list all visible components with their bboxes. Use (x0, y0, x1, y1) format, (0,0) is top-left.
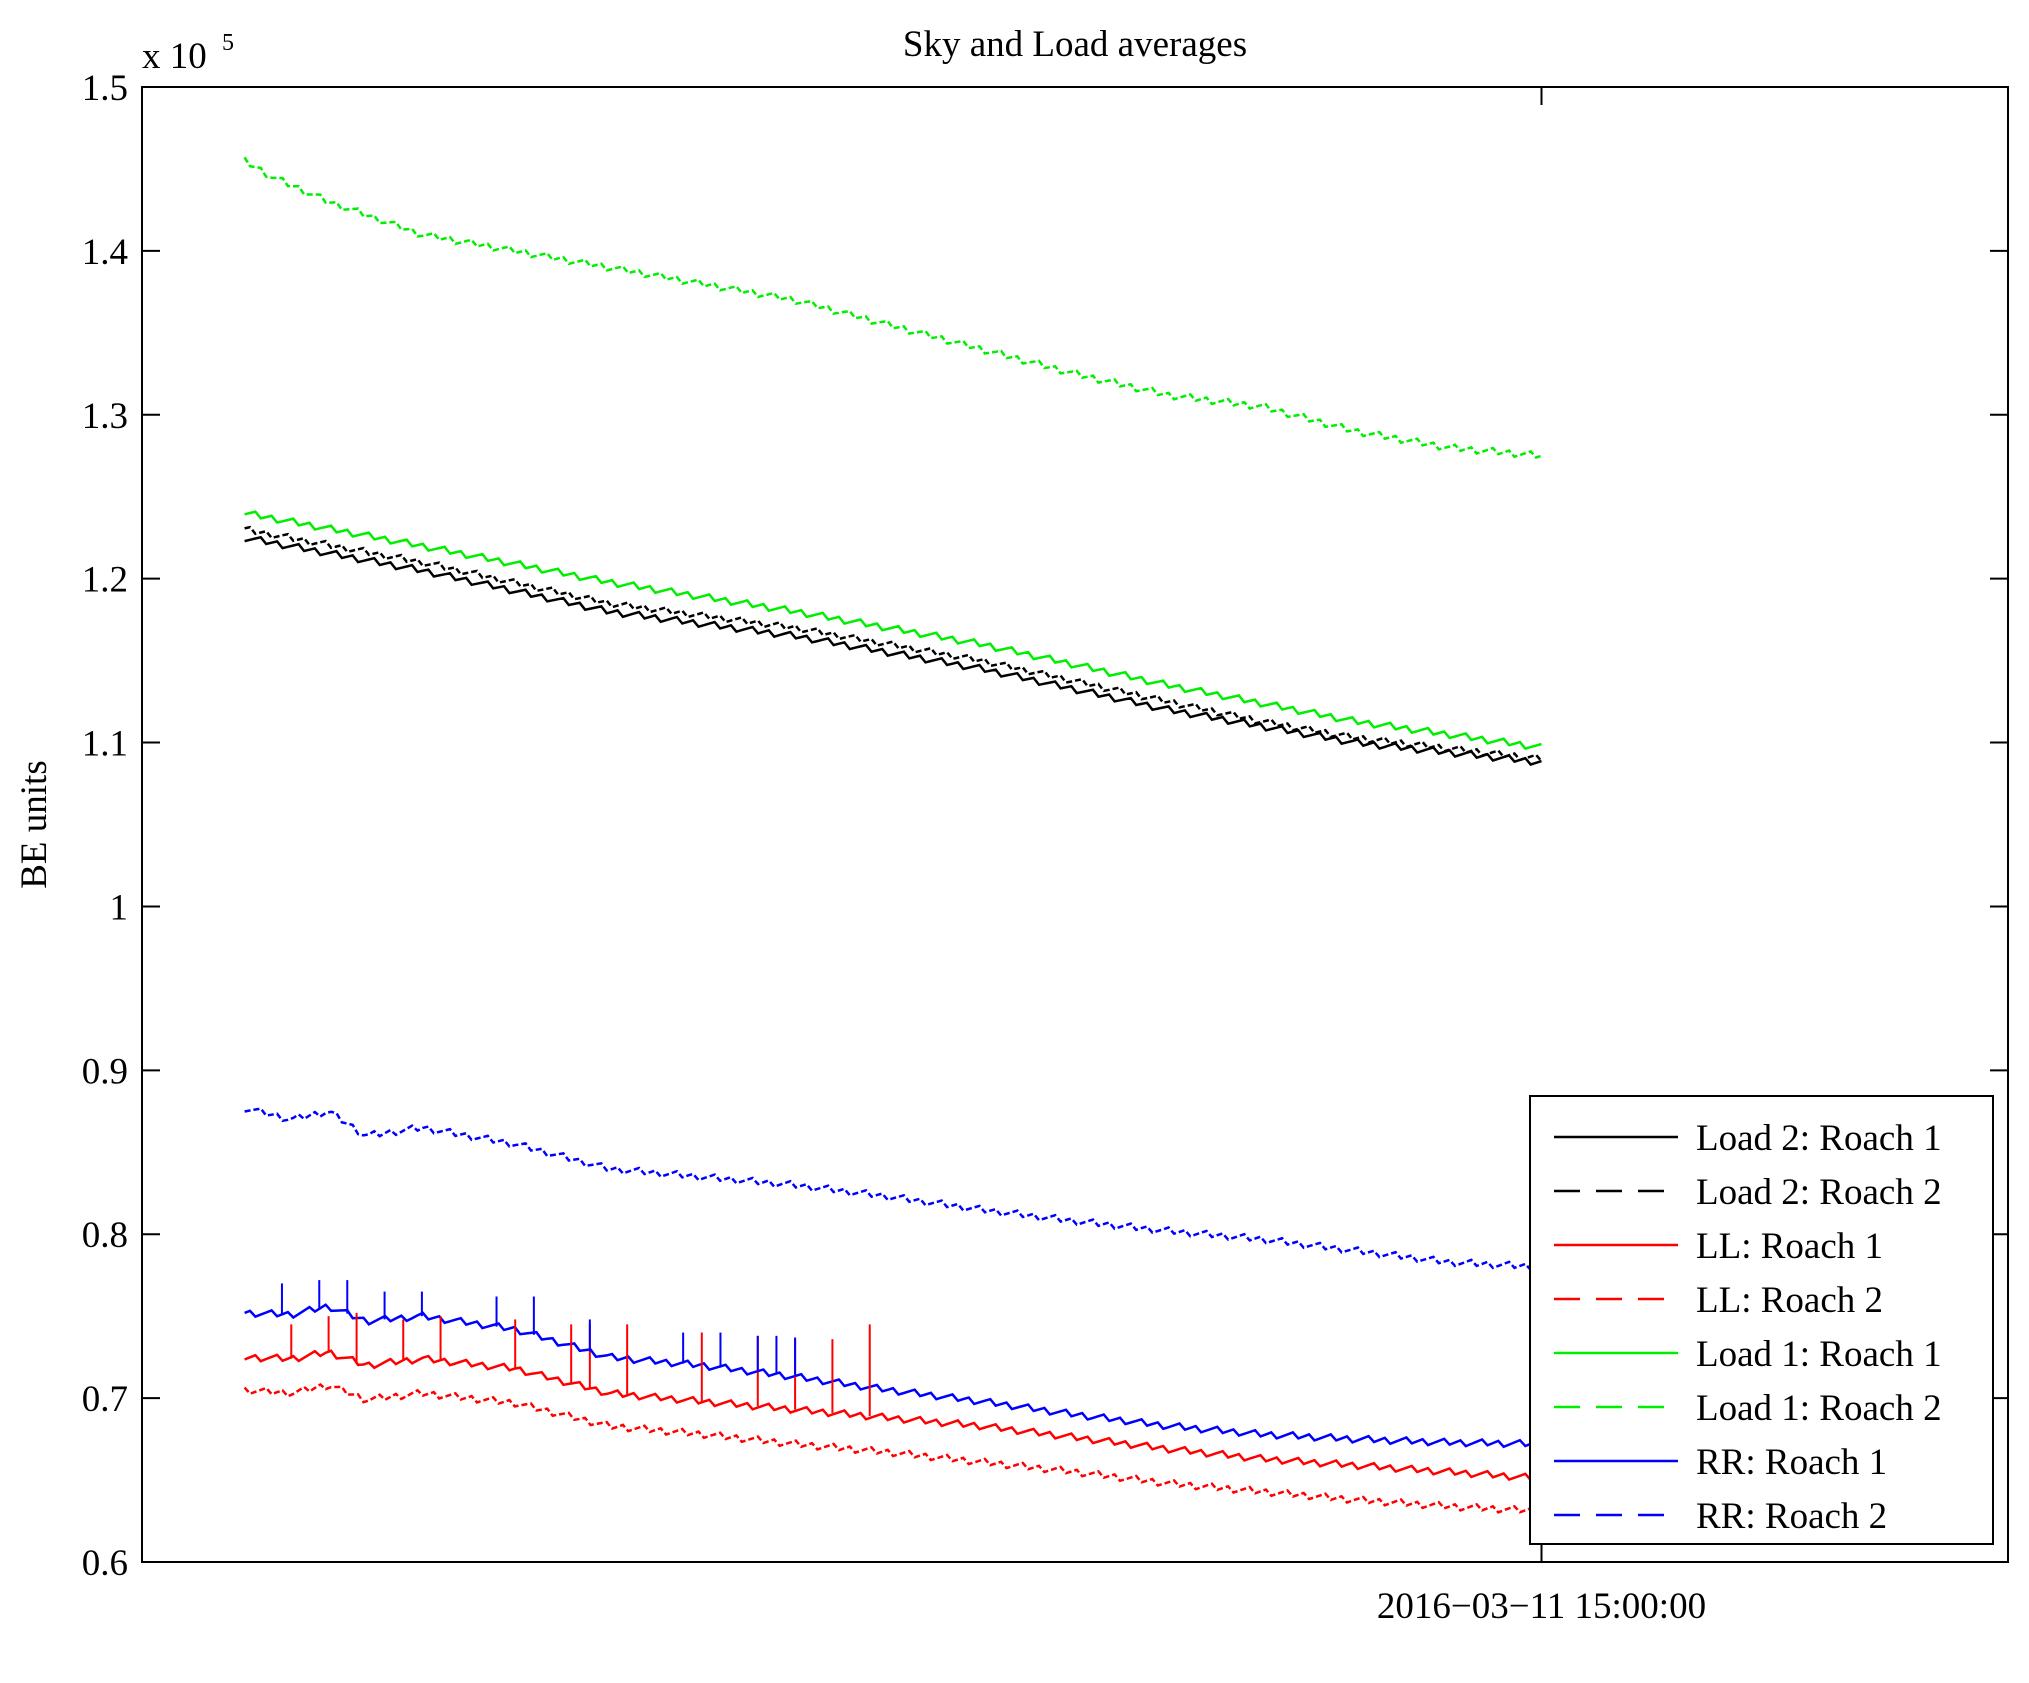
y-axis-ticks: 0.6 0.7 0.8 0.9 1 1.1 1.2 1.3 1.4 1.5 (82, 68, 2008, 1584)
legend-label: Load 2: Roach 1 (1696, 1118, 1942, 1159)
series-layer (243, 156, 1543, 1516)
y-axis-multiplier-exponent: 5 (222, 30, 234, 56)
legend-label: Load 2: Roach 2 (1696, 1172, 1942, 1213)
y-axis-label: BE units (14, 760, 55, 889)
series-line-rr-roach-2 (244, 1107, 1542, 1272)
y-axis-multiplier: x 10 (142, 36, 207, 77)
y-tick-label: 0.9 (82, 1051, 128, 1092)
y-tick-label: 0.6 (82, 1543, 128, 1584)
legend-label: RR: Roach 2 (1696, 1496, 1887, 1537)
y-tick-label: 0.8 (82, 1215, 128, 1256)
series-line-ll-roach-1 (244, 1349, 1542, 1482)
legend-box (1529, 1095, 1994, 1545)
series-line-load-1-roach-1 (244, 510, 1542, 751)
series-line-load-2-roach-2 (244, 525, 1543, 763)
legend: Load 2: Roach 1 Load 2: Roach 2 LL: Roach … (1529, 1095, 1994, 1545)
legend-label: RR: Roach 1 (1696, 1442, 1887, 1483)
y-tick-label: 1.1 (82, 724, 128, 765)
y-tick-label: 1.4 (82, 232, 128, 273)
x-tick-label: 2016−03−11 15:00:00 (1377, 1586, 1706, 1627)
series-line-ll-roach-2 (243, 1382, 1542, 1516)
series-line-load-2-roach-1 (244, 535, 1542, 766)
series-line-load-1-roach-2 (243, 156, 1542, 460)
plot-area-frame (141, 86, 2009, 1563)
y-tick-label: 1.2 (82, 560, 128, 601)
legend-label: Load 1: Roach 1 (1696, 1334, 1942, 1375)
legend-label: LL: Roach 2 (1696, 1280, 1883, 1321)
y-tick-label: 1.3 (82, 396, 128, 437)
legend-label: Load 1: Roach 2 (1696, 1388, 1942, 1429)
legend-items: Load 2: Roach 1 Load 2: Roach 2 LL: Roach … (1554, 1118, 1942, 1537)
y-tick-label: 1 (110, 887, 129, 928)
y-tick-label: 0.7 (82, 1379, 128, 1420)
series-line-rr-roach-1 (244, 1303, 1543, 1449)
legend-label: LL: Roach 1 (1696, 1226, 1883, 1267)
chart-title: Sky and Load averages (903, 24, 1247, 65)
y-tick-label: 1.5 (82, 68, 128, 109)
x-axis-ticks: 2016−03−11 15:00:00 (1377, 87, 1706, 1627)
